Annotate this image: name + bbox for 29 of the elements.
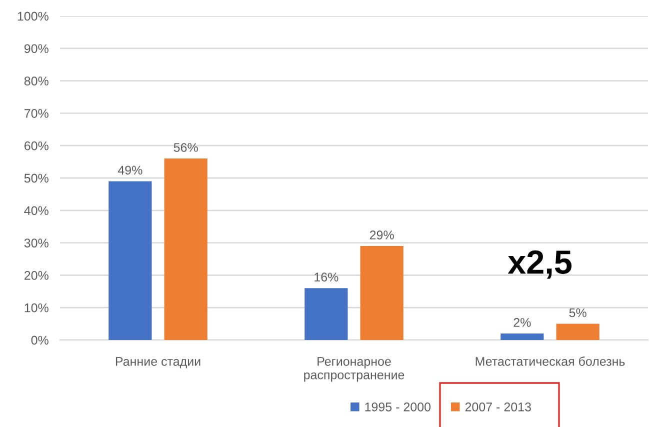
x-tick-label: Регионарное распространение xyxy=(304,357,404,382)
legend-label: 1995 - 2000 xyxy=(365,402,431,412)
bar xyxy=(164,158,208,340)
bar xyxy=(304,288,348,340)
y-tick-label: 60% xyxy=(24,141,48,150)
y-tick-label: 100% xyxy=(18,12,48,21)
y-tick-label: 10% xyxy=(24,303,48,312)
y-tick-label: 30% xyxy=(24,238,48,248)
data-label: 2% xyxy=(514,318,531,327)
y-tick-label: 20% xyxy=(24,271,48,280)
y-tick-label: 50% xyxy=(24,174,48,183)
y-tick-label: 40% xyxy=(24,206,48,216)
x-tick-label: Метастатическая болезнь xyxy=(476,356,625,366)
data-label: 49% xyxy=(118,166,142,175)
y-tick-label: 90% xyxy=(24,44,48,54)
data-label: 16% xyxy=(314,272,338,282)
annotation: x2,5 xyxy=(508,250,572,279)
y-tick-label: 0% xyxy=(31,336,48,345)
data-label: 29% xyxy=(370,230,394,240)
legend-label: 2007 - 2013 xyxy=(465,402,531,412)
bar xyxy=(556,324,600,340)
data-label: 5% xyxy=(569,308,586,318)
bar xyxy=(108,181,152,340)
bar xyxy=(360,246,404,340)
y-tick-label: 70% xyxy=(24,109,48,118)
data-label: 56% xyxy=(174,143,198,152)
x-tick-label: Ранние стадии xyxy=(116,357,200,368)
y-tick-label: 80% xyxy=(24,76,48,86)
bar xyxy=(500,334,544,340)
